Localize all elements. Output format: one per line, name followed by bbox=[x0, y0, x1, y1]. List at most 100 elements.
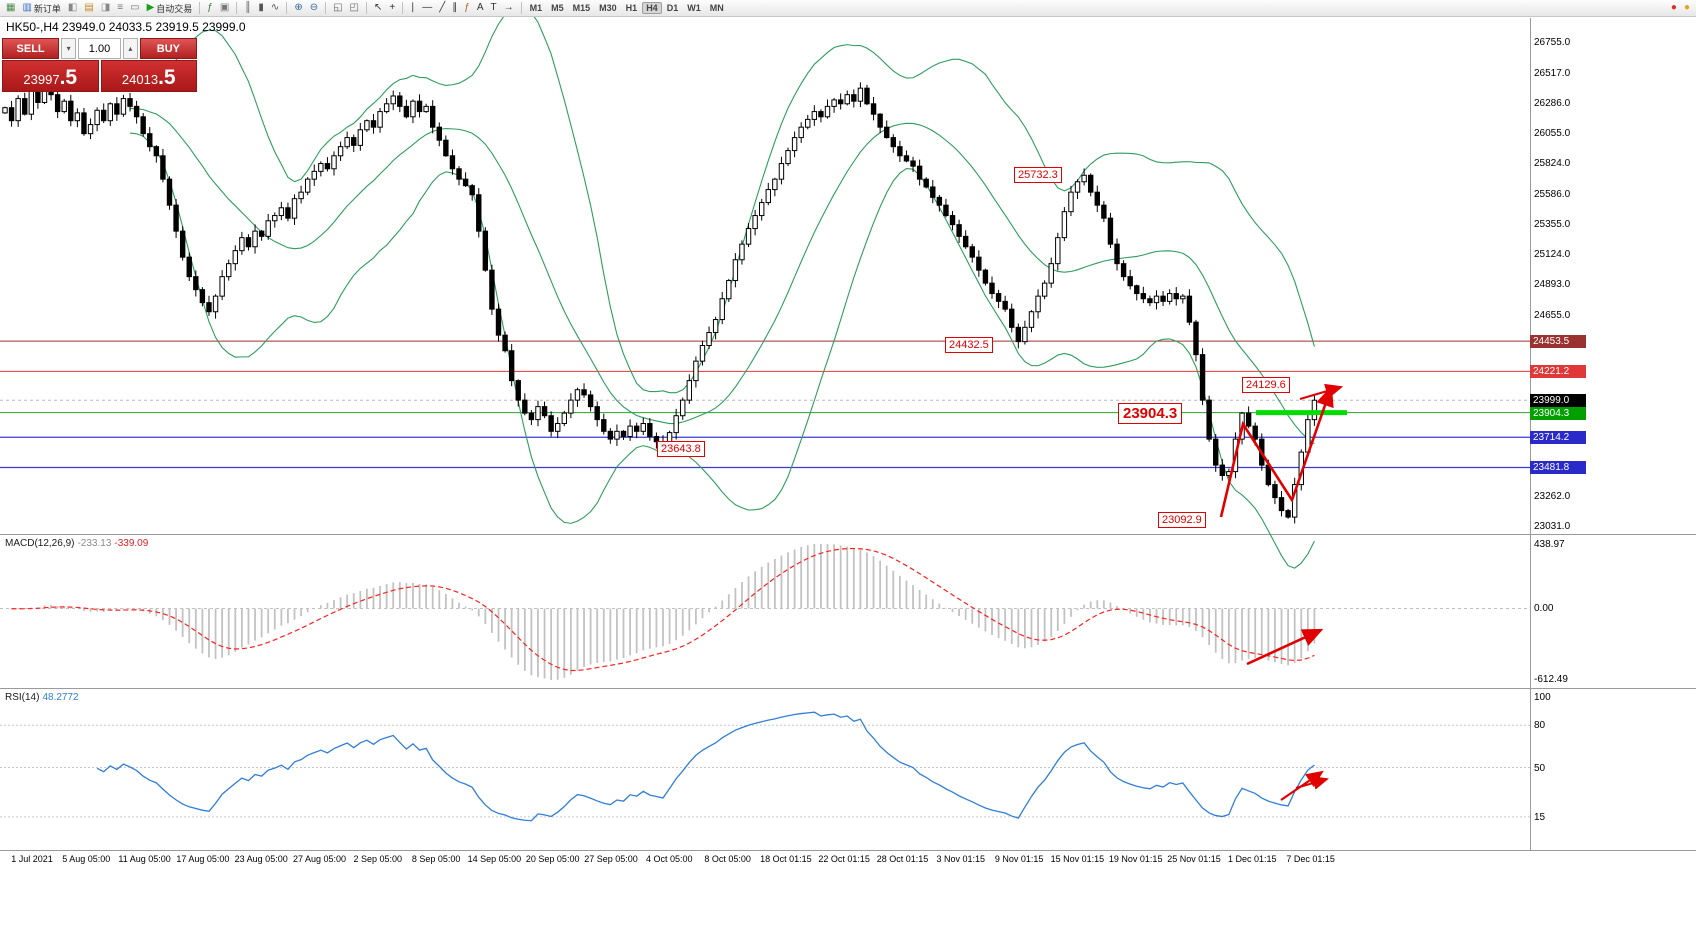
alert-icon[interactable]: ● bbox=[1681, 1, 1693, 16]
autotrade-button[interactable]: ▶ 自动交易 bbox=[144, 1, 196, 16]
buy-price-main: 24013 bbox=[121, 72, 159, 87]
trade-prices-row: 23997.5 24013.5 bbox=[2, 60, 197, 92]
candlestick-chart-icon-icon: ▮ bbox=[258, 2, 264, 13]
macd-indicator bbox=[0, 544, 1530, 680]
cursor-icon[interactable]: ↖ bbox=[371, 1, 385, 16]
indicators-icon-icon: ƒ bbox=[207, 2, 213, 13]
terminal-icon[interactable]: ▭ bbox=[127, 1, 142, 16]
new-order-button[interactable]: ▥ 新订单 bbox=[19, 1, 63, 16]
zoom-out-icon[interactable]: ⊖ bbox=[307, 1, 321, 16]
channel-icon[interactable]: ∥ bbox=[449, 1, 460, 16]
crosshair-icon[interactable]: + bbox=[386, 1, 398, 16]
sell-button[interactable]: SELL bbox=[2, 38, 60, 59]
data-window-icon[interactable]: ◨ bbox=[98, 1, 113, 16]
timeframe-h1-button[interactable]: H1 bbox=[625, 3, 638, 13]
autotrade-icon: ▶ bbox=[146, 2, 155, 13]
trendline-icon[interactable]: ╱ bbox=[436, 1, 448, 16]
toolbar-separator bbox=[286, 2, 288, 14]
rsi-arrow-2 bbox=[1295, 776, 1329, 790]
chart-profiles-icon[interactable]: ◧ bbox=[65, 1, 80, 16]
new-chart-icon[interactable]: ▦ bbox=[3, 1, 18, 16]
timeframe-m1-button[interactable]: M1 bbox=[529, 3, 543, 13]
top-toolbar: ▦ ▥ 新订单 ◧ ▤ ◨ ≡ ▭ ▶ 自动交易 ƒ ▣ ║ ▮ ∿ ⊕ ⊖ ◱ ◰ ↖ + ∣ ― ╱ ∥ ƒ A T → M1 M5 M1… bbox=[0, 0, 1696, 17]
text-icon[interactable]: A bbox=[474, 1, 487, 16]
cursor-icon-icon: ↖ bbox=[374, 2, 383, 13]
line-chart-icon[interactable]: ∿ bbox=[268, 1, 282, 16]
zoom-in-icon-icon: ⊕ bbox=[294, 2, 303, 13]
bar-chart-icon[interactable]: ║ bbox=[241, 1, 254, 16]
horizontal-lines[interactable] bbox=[0, 340, 1530, 469]
toolbar-separator bbox=[199, 2, 201, 14]
sell-price-panel[interactable]: 23997.5 bbox=[2, 60, 99, 92]
market-watch-icon[interactable]: ▤ bbox=[81, 1, 96, 16]
record-icon-icon: ● bbox=[1670, 2, 1677, 13]
candlestick-series bbox=[2, 73, 1318, 524]
toolbar-separator bbox=[366, 2, 367, 14]
timeframe-m15-button[interactable]: M15 bbox=[572, 3, 591, 13]
data-window-icon-icon: ◨ bbox=[100, 2, 111, 13]
macd-indicator-label: MACD(12,26,9) -233.13 -339.09 bbox=[5, 538, 148, 549]
one-click-trading-panel: SELL ▾ ▴ BUY 23997.5 24013.5 bbox=[2, 38, 197, 92]
volume-decrease-button[interactable]: ▾ bbox=[61, 38, 76, 59]
macd-arrow bbox=[1246, 628, 1324, 666]
rsi-value: 48.2772 bbox=[42, 692, 79, 703]
crosshair-icon-icon: + bbox=[389, 2, 396, 13]
timeframe-mn-button[interactable]: MN bbox=[709, 3, 724, 13]
terminal-icon-icon: ▭ bbox=[130, 2, 140, 13]
cascade-windows-icon-icon: ◰ bbox=[349, 2, 359, 13]
zoom-out-icon-icon: ⊖ bbox=[309, 2, 319, 13]
arrows-tool-icon-icon: → bbox=[503, 2, 514, 13]
timeframe-w1-button[interactable]: W1 bbox=[687, 3, 701, 13]
trend-arrow-small bbox=[1299, 383, 1344, 401]
rsi-indicator bbox=[0, 711, 1530, 822]
trend-arrow-main bbox=[1219, 385, 1334, 518]
trade-controls-row: SELL ▾ ▴ BUY bbox=[2, 38, 197, 59]
alert-icon-icon: ● bbox=[1683, 2, 1690, 13]
cascade-windows-icon[interactable]: ◰ bbox=[347, 1, 362, 16]
toolbar-separator bbox=[402, 2, 404, 14]
text-label-icon[interactable]: T bbox=[488, 1, 500, 16]
sell-price-main: 23997 bbox=[23, 72, 60, 87]
buy-price-pips: .5 bbox=[158, 66, 176, 89]
toolbar-separator bbox=[236, 2, 238, 14]
volume-input[interactable] bbox=[78, 38, 121, 59]
sell-price-pips: .5 bbox=[59, 66, 78, 89]
buy-price-panel[interactable]: 24013.5 bbox=[100, 60, 197, 92]
indicators-icon[interactable]: ƒ bbox=[204, 1, 216, 16]
timeframe-h4-button[interactable]: H4 bbox=[642, 2, 662, 14]
navigator-icon[interactable]: ≡ bbox=[114, 1, 126, 16]
timeframe-m5-button[interactable]: M5 bbox=[551, 3, 564, 13]
record-icon[interactable]: ● bbox=[1668, 1, 1680, 16]
chart-profiles-icon-icon: ◧ bbox=[67, 2, 78, 13]
templates-icon-icon: ▣ bbox=[219, 2, 230, 13]
channel-icon-icon: ∥ bbox=[452, 2, 458, 13]
macd-value-main: -233.13 bbox=[77, 538, 112, 549]
zoom-in-icon[interactable]: ⊕ bbox=[291, 1, 305, 16]
macd-name: MACD(12,26,9) bbox=[5, 538, 75, 549]
text-label-icon-icon: T bbox=[490, 2, 497, 13]
tile-windows-icon[interactable]: ◱ bbox=[330, 1, 345, 16]
arrows-tool-icon[interactable]: → bbox=[501, 1, 517, 16]
buy-button[interactable]: BUY bbox=[139, 38, 197, 59]
market-watch-icon-icon: ▤ bbox=[84, 2, 94, 13]
vertical-line-icon-icon: ∣ bbox=[410, 2, 416, 13]
timeframe-m30-button[interactable]: M30 bbox=[599, 3, 617, 13]
volume-increase-button[interactable]: ▴ bbox=[123, 38, 138, 59]
tile-windows-icon-icon: ◱ bbox=[333, 2, 343, 13]
toolbar-separator bbox=[520, 2, 522, 14]
macd-value-signal: -339.09 bbox=[114, 538, 149, 549]
templates-icon[interactable]: ▣ bbox=[217, 1, 232, 16]
horizontal-line-icon[interactable]: ― bbox=[419, 1, 435, 16]
toolbar-separator bbox=[325, 2, 327, 14]
fibonacci-icon[interactable]: ƒ bbox=[461, 1, 473, 16]
text-icon-icon: A bbox=[476, 2, 484, 13]
timeframe-d1-button[interactable]: D1 bbox=[666, 3, 679, 13]
candlestick-chart-icon[interactable]: ▮ bbox=[255, 1, 267, 16]
rsi-indicator-label: RSI(14) 48.2772 bbox=[5, 692, 79, 703]
vertical-line-icon[interactable]: ∣ bbox=[407, 1, 418, 16]
new-order-button-label: 新订单 bbox=[33, 3, 61, 14]
trend-arrows[interactable] bbox=[1219, 383, 1344, 801]
new-order-icon: ▥ bbox=[22, 2, 32, 13]
horizontal-line-icon-icon: ― bbox=[422, 2, 433, 13]
